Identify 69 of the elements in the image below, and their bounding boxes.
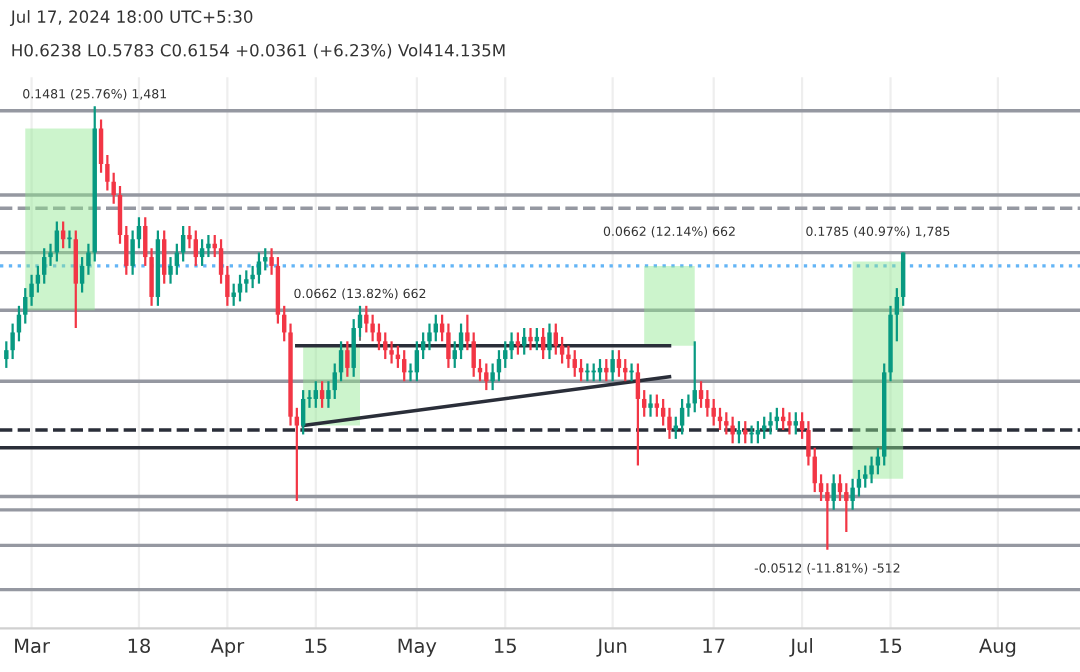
candlestick (679, 397, 685, 436)
candlestick (616, 349, 622, 378)
candlestick (484, 362, 489, 392)
candlestick (528, 326, 533, 352)
candlestick (566, 344, 571, 370)
candlestick (667, 406, 672, 440)
candlestick (654, 393, 660, 418)
candlestick (446, 322, 451, 370)
candlestick (698, 380, 704, 409)
candlestick (730, 415, 735, 445)
candlestick (547, 322, 552, 361)
candlestick (509, 331, 514, 361)
candlestick (319, 380, 325, 409)
x-tick-label: Jul (789, 638, 813, 657)
x-tick-label: Aug (979, 638, 1016, 657)
candlestick (635, 362, 641, 467)
candlestick (825, 482, 830, 551)
x-tick-label: May (398, 638, 437, 657)
x-tick-label: 18 (128, 638, 150, 654)
candlestick (610, 349, 615, 383)
x-tick-label: 15 (305, 638, 327, 654)
candlestick (199, 238, 205, 268)
candlestick (553, 322, 558, 356)
candlestick (768, 411, 773, 436)
candlestick (414, 340, 420, 383)
candlestick (345, 340, 350, 378)
candlestick (427, 322, 432, 352)
candlestick (515, 331, 521, 356)
x-tick-label: Mar (15, 638, 50, 654)
candlestick (256, 251, 262, 285)
x-tick-label: 17 (703, 638, 725, 653)
candlestick (231, 282, 236, 307)
text: H0.6238 L0.5783 C0.6154 +0.0361 (+6.23%) Vol414.135M (12, 43, 505, 59)
candlestick (54, 220, 60, 263)
candlestick (863, 464, 868, 489)
candlestick (572, 349, 577, 378)
candlestick (383, 331, 388, 361)
candlestick (831, 473, 836, 511)
candlestick (73, 229, 78, 330)
candlestick (711, 397, 716, 427)
candlestick (376, 322, 382, 352)
candlestick (313, 380, 318, 409)
candlestick (793, 411, 798, 436)
candlestick (370, 313, 375, 343)
candlestick (206, 233, 211, 259)
candlestick (604, 357, 609, 383)
text: Jul 17, 2024 18:00 UTC+5:30 (9, 10, 253, 27)
candlestick (60, 220, 66, 250)
candlestick (844, 482, 849, 534)
candlestick (705, 388, 710, 418)
candlestick (724, 411, 729, 436)
candlestick (364, 304, 369, 334)
candlestick (522, 326, 527, 356)
x-tick-label: 15 (495, 638, 516, 654)
candlestick (42, 247, 47, 285)
candlestick (787, 411, 792, 436)
candlestick (869, 455, 874, 485)
candlestick (244, 269, 249, 294)
candlestick (237, 273, 243, 303)
candlestick (389, 340, 394, 365)
candlestick (850, 477, 855, 511)
candlestick (458, 322, 464, 361)
x-tick-label: Apr (210, 638, 245, 657)
x-tick-label: Jun (596, 638, 627, 657)
x-tick-label: 15 (880, 638, 902, 654)
candlestick (648, 393, 653, 418)
candlestick (193, 229, 198, 268)
candlestick (300, 388, 306, 436)
candlestick (162, 229, 167, 285)
